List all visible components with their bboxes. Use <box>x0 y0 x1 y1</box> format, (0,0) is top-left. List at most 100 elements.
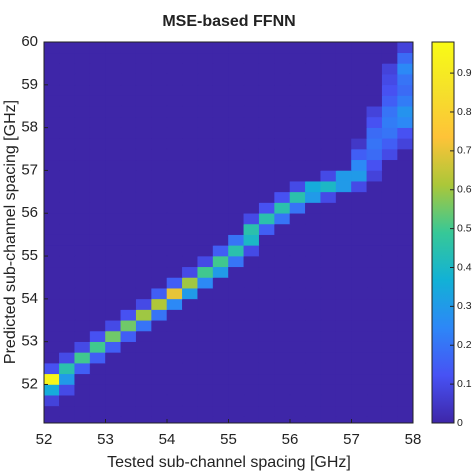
heatmap-cell <box>351 127 368 139</box>
heatmap-cell <box>243 352 260 364</box>
heatmap-cell <box>166 212 183 225</box>
heatmap-cell <box>397 159 413 171</box>
heatmap-cell <box>44 116 60 128</box>
heatmap-cell <box>166 330 183 342</box>
heatmap-cell <box>120 309 137 321</box>
heatmap-cell <box>335 180 352 193</box>
heatmap-cell <box>397 212 413 225</box>
heatmap-cell <box>182 180 199 193</box>
heatmap-cell <box>397 148 413 161</box>
heatmap-cell <box>89 245 106 257</box>
heatmap-cell <box>182 42 199 54</box>
heatmap-cell <box>166 234 183 246</box>
heatmap-cell <box>243 170 260 182</box>
heatmap-cell <box>182 191 199 203</box>
heatmap-cell <box>243 191 260 203</box>
heatmap-cell <box>44 362 60 375</box>
y-tick-label: 56 <box>21 204 38 221</box>
heatmap-cell <box>212 373 229 385</box>
heatmap-cell <box>335 191 352 203</box>
heatmap-cell <box>305 191 322 203</box>
heatmap-cell <box>151 245 168 257</box>
heatmap-cell <box>105 202 122 214</box>
heatmap-cell <box>289 341 306 353</box>
heatmap-cell <box>320 352 337 364</box>
heatmap-cell <box>197 341 214 353</box>
heatmap-cell <box>197 73 214 86</box>
heatmap-cell <box>258 42 275 54</box>
heatmap-cell <box>74 202 91 214</box>
colorbar-tick-label: 0.3 <box>457 300 472 312</box>
heatmap-cell <box>335 105 352 118</box>
heatmap-cell <box>44 277 60 289</box>
heatmap-cell <box>258 266 275 278</box>
heatmap-cell <box>151 148 168 161</box>
heatmap-cell <box>243 116 260 128</box>
heatmap-cell <box>44 84 60 96</box>
heatmap-cell <box>166 84 183 96</box>
heatmap-cell <box>182 202 199 214</box>
heatmap-cell <box>59 352 76 364</box>
heatmap-cell <box>351 362 368 375</box>
heatmap-cell <box>274 180 291 193</box>
heatmap-cell <box>120 63 137 75</box>
heatmap-cell <box>351 405 368 417</box>
heatmap-cell <box>59 416 76 423</box>
heatmap-cell <box>335 170 352 182</box>
colorbar-tick-label: 0.9 <box>457 67 472 79</box>
heatmap-cell <box>212 73 229 86</box>
heatmap-cell <box>305 52 322 64</box>
heatmap-cell <box>120 352 137 364</box>
heatmap-cell <box>243 180 260 193</box>
heatmap-cell <box>397 298 413 310</box>
heatmap-cell <box>74 180 91 193</box>
heatmap-cell <box>120 394 137 407</box>
heatmap-cell <box>182 170 199 182</box>
heatmap-cell <box>289 159 306 171</box>
heatmap-cell <box>197 352 214 364</box>
heatmap-cell <box>335 309 352 321</box>
heatmap-cell <box>351 84 368 96</box>
heatmap-cell <box>120 116 137 128</box>
heatmap-cell <box>274 95 291 107</box>
heatmap-cell <box>151 84 168 96</box>
heatmap-cell <box>166 416 183 423</box>
heatmap-cell <box>212 63 229 75</box>
heatmap-cell <box>258 116 275 128</box>
heatmap-cell <box>105 266 122 278</box>
heatmap-cell <box>89 373 106 385</box>
heatmap-cell <box>397 362 413 375</box>
heatmap-cell <box>59 319 76 332</box>
heatmap-cell <box>305 105 322 118</box>
heatmap-cell <box>397 394 413 407</box>
heatmap-cell <box>59 105 76 118</box>
heatmap-cell <box>335 319 352 332</box>
heatmap-cell <box>381 202 398 214</box>
heatmap-cell <box>182 266 199 278</box>
heatmap-cell <box>228 405 245 417</box>
x-tick-label: 55 <box>220 431 237 448</box>
heatmap-cell <box>120 95 137 107</box>
heatmap-cell <box>182 362 199 375</box>
heatmap-cell <box>197 127 214 139</box>
heatmap-cell <box>212 234 229 246</box>
heatmap-cell <box>397 223 413 235</box>
heatmap-cell <box>228 266 245 278</box>
heatmap-cell <box>212 277 229 289</box>
heatmap-cell <box>120 277 137 289</box>
heatmap-cell <box>366 319 383 332</box>
heatmap-cell <box>74 362 91 375</box>
heatmap-cell <box>135 245 152 257</box>
heatmap-cell <box>151 170 168 182</box>
heatmap-cell <box>305 73 322 86</box>
heatmap-cell <box>212 245 229 257</box>
heatmap-cell <box>228 416 245 423</box>
heatmap-cell <box>305 362 322 375</box>
heatmap-cell <box>197 245 214 257</box>
colorbar-tick-label: 0.7 <box>457 145 472 157</box>
heatmap-cell <box>397 191 413 203</box>
heatmap-cell <box>89 266 106 278</box>
heatmap-cell <box>366 255 383 268</box>
heatmap-cell <box>44 191 60 203</box>
heatmap-cell <box>197 52 214 64</box>
